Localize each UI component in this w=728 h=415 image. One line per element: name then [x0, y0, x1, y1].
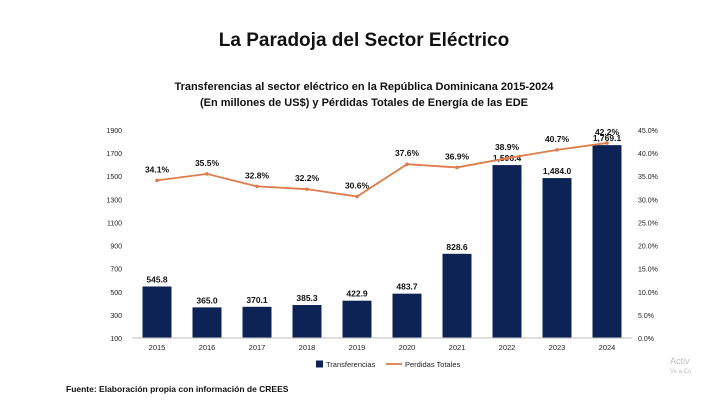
watermark-line1: Activ	[670, 356, 690, 366]
line-point-perdidas	[205, 172, 209, 176]
bar-data-label: 365.0	[196, 295, 218, 305]
right-axis-tick-label: 10.0%	[638, 290, 658, 297]
chart-title: Transferencias al sector eléctrico en la…	[0, 79, 728, 111]
bar-data-label: 385.3	[296, 293, 318, 303]
right-axis-tick-label: 15.0%	[638, 267, 658, 274]
bar-transferencias	[592, 145, 622, 338]
chart-title-line1: Transferencias al sector eléctrico en la…	[174, 81, 554, 93]
left-axis-tick-label: 1900	[106, 128, 122, 135]
right-axis-tick-label: 5.0%	[638, 313, 654, 320]
bar-data-label: 1,484.0	[543, 166, 572, 176]
line-point-perdidas	[255, 184, 259, 189]
bar-transferencias	[492, 165, 522, 338]
right-axis-tick-label: 45.0%	[638, 128, 658, 135]
left-axis-tick-label: 1100	[107, 220, 122, 227]
line-data-label: 36.9%	[445, 151, 470, 161]
line-data-label: 42.2%	[595, 127, 620, 137]
line-point-perdidas	[555, 148, 559, 152]
bar-data-label: 483.7	[396, 282, 418, 292]
legend-swatch-transferencias	[316, 360, 323, 368]
source-note: Fuente: Elaboración propia con informaci…	[66, 384, 289, 394]
left-axis-tick-label: 1500	[106, 174, 122, 181]
left-axis-tick-label: 100	[110, 336, 122, 343]
bar-transferencias	[342, 300, 372, 338]
x-axis-tick-label: 2017	[249, 343, 266, 352]
bar-transferencias	[242, 306, 272, 338]
line-data-label: 35.5%	[195, 158, 220, 168]
right-axis-tick-label: 30.0%	[638, 197, 658, 204]
activation-watermark: Activ Ve a Co	[670, 356, 691, 378]
slide-title: La Paradoja del Sector Eléctrico	[218, 30, 510, 51]
bar-data-label: 422.9	[346, 289, 368, 299]
line-point-perdidas	[405, 162, 409, 167]
x-axis-tick-label: 2023	[549, 343, 566, 352]
bar-transferencias	[142, 286, 172, 338]
line-point-perdidas	[155, 178, 159, 183]
x-axis-tick-label: 2018	[299, 343, 316, 352]
line-data-label: 32.2%	[295, 173, 320, 183]
line-data-label: 34.1%	[145, 164, 170, 174]
line-data-label: 30.6%	[345, 181, 370, 191]
legend-label-transferencias: Transferencias	[326, 360, 376, 369]
bar-transferencias	[442, 253, 472, 338]
x-axis-tick-label: 2021	[449, 343, 466, 352]
line-data-label: 40.7%	[545, 134, 570, 144]
watermark-line2: Ve a Co	[670, 369, 692, 375]
bar-transferencias	[292, 305, 322, 338]
left-axis-tick-label: 300	[110, 313, 122, 320]
x-axis-tick-label: 2019	[349, 343, 366, 352]
x-axis-tick-label: 2016	[199, 343, 216, 352]
right-axis-tick-label: 25.0%	[638, 220, 658, 227]
line-point-perdidas	[505, 156, 509, 160]
line-data-label: 32.8%	[245, 170, 270, 180]
legend-label-perdidas: Perdidas Totales	[405, 360, 461, 369]
right-axis-tick-label: 40.0%	[638, 151, 658, 158]
line-point-perdidas	[455, 165, 459, 170]
x-axis-tick-label: 2015	[149, 343, 166, 352]
left-axis-tick-label: 900	[110, 244, 122, 251]
line-data-label: 37.6%	[395, 148, 420, 158]
right-axis-tick-label: 20.0%	[638, 244, 658, 251]
left-axis-tick-label: 700	[110, 267, 122, 274]
bar-data-label: 828.6	[446, 242, 468, 252]
right-axis-tick-label: 35.0%	[638, 174, 658, 181]
bar-data-label: 545.8	[146, 274, 168, 284]
line-data-label: 38.9%	[495, 142, 520, 152]
line-point-perdidas	[355, 194, 359, 199]
x-axis-tick-label: 2020	[399, 343, 416, 352]
line-point-perdidas	[605, 141, 609, 145]
bar-data-label: 1,769.1	[593, 133, 622, 143]
line-point-perdidas	[305, 187, 309, 191]
left-axis-tick-label: 1700	[106, 151, 122, 158]
bar-data-label: 370.1	[246, 295, 268, 305]
left-axis-tick-label: 500	[110, 290, 122, 297]
left-axis-tick-label: 1300	[106, 197, 122, 204]
bar-transferencias	[192, 307, 222, 338]
bar-transferencias	[392, 293, 422, 338]
right-axis-tick-label: 0.0%	[638, 336, 654, 343]
x-axis-tick-label: 2024	[599, 343, 616, 352]
x-axis-tick-label: 2022	[499, 343, 516, 352]
bar-transferencias	[542, 178, 572, 338]
chart-title-line2: (En millones de US$) y Pérdidas Totales …	[199, 97, 529, 109]
line-perdidas-totales	[156, 142, 608, 198]
